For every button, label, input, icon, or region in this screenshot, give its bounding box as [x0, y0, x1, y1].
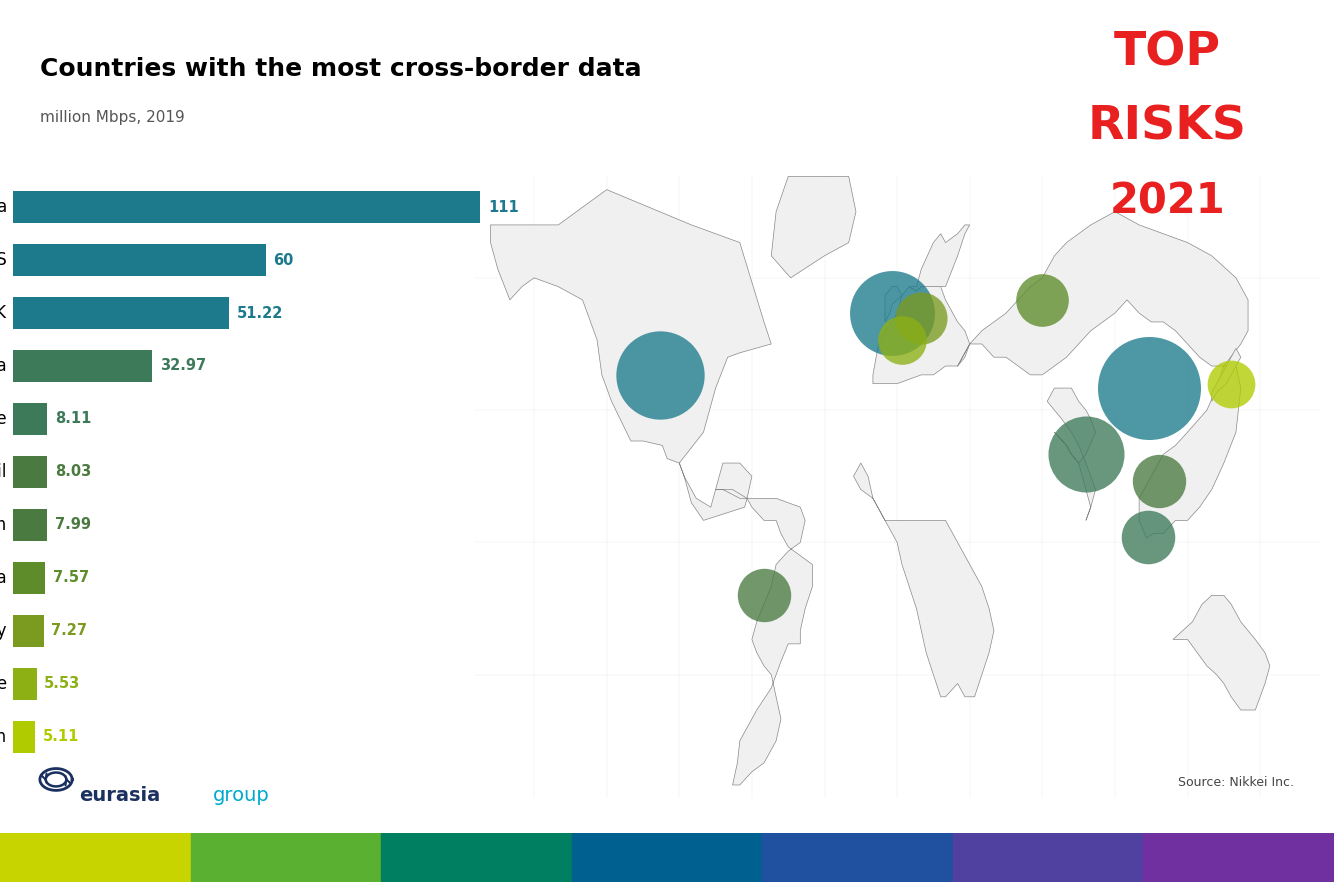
Point: [882, 306, 903, 320]
Text: Countries with the most cross-border data: Countries with the most cross-border dat…: [40, 57, 642, 81]
Text: RISKS: RISKS: [1087, 104, 1247, 149]
Text: Germany: Germany: [0, 622, 7, 639]
Polygon shape: [884, 287, 902, 322]
Bar: [13, 668, 36, 699]
Text: France: France: [0, 675, 7, 692]
Text: US: US: [0, 251, 7, 269]
Bar: [382, 833, 572, 882]
Text: 7.57: 7.57: [53, 571, 89, 586]
Point: [911, 310, 932, 325]
Polygon shape: [910, 225, 970, 291]
Polygon shape: [1211, 348, 1241, 401]
Text: Japan: Japan: [0, 728, 7, 745]
Point: [650, 368, 671, 382]
Text: 5.11: 5.11: [43, 729, 79, 744]
Text: Russia: Russia: [0, 569, 7, 587]
Text: Singapore: Singapore: [0, 410, 7, 428]
Text: Vietnam: Vietnam: [0, 516, 7, 534]
Bar: [13, 403, 48, 435]
Text: 5.53: 5.53: [44, 676, 80, 691]
Point: [1031, 293, 1053, 307]
Polygon shape: [872, 287, 970, 384]
Bar: [0, 833, 191, 882]
Bar: [13, 297, 229, 329]
Text: 51.22: 51.22: [236, 305, 283, 320]
Text: TOP: TOP: [1114, 31, 1221, 76]
Point: [1138, 529, 1159, 543]
Polygon shape: [958, 212, 1249, 538]
Point: [1221, 377, 1242, 391]
Bar: [191, 833, 382, 882]
Bar: [13, 562, 45, 594]
Text: 7.27: 7.27: [52, 624, 88, 639]
Text: Brazil: Brazil: [0, 463, 7, 481]
Bar: [1143, 833, 1334, 882]
Bar: [13, 509, 47, 541]
Point: [1075, 447, 1097, 461]
Text: 8.11: 8.11: [55, 411, 92, 426]
Text: million Mbps, 2019: million Mbps, 2019: [40, 110, 185, 125]
Text: 111: 111: [488, 199, 519, 214]
Text: 60: 60: [273, 252, 293, 267]
Point: [1147, 474, 1169, 488]
Text: group: group: [213, 786, 269, 805]
Text: 7.99: 7.99: [55, 518, 91, 533]
Text: 8.03: 8.03: [55, 464, 91, 480]
Polygon shape: [854, 463, 994, 697]
Polygon shape: [1047, 388, 1095, 520]
Bar: [13, 191, 480, 223]
Text: India: India: [0, 357, 7, 375]
Bar: [572, 833, 762, 882]
Polygon shape: [491, 190, 771, 520]
Bar: [13, 350, 152, 382]
Text: UK: UK: [0, 304, 7, 322]
Bar: [952, 833, 1143, 882]
Polygon shape: [715, 490, 812, 785]
Text: 2021: 2021: [1110, 181, 1225, 223]
Point: [1138, 381, 1159, 395]
Bar: [13, 615, 44, 647]
Text: China: China: [0, 198, 7, 216]
Text: Source: Nikkei Inc.: Source: Nikkei Inc.: [1178, 776, 1294, 789]
Bar: [13, 244, 265, 276]
Polygon shape: [771, 176, 856, 278]
Point: [754, 588, 775, 602]
Bar: [13, 456, 47, 488]
Polygon shape: [1173, 595, 1270, 710]
Bar: [762, 833, 952, 882]
Point: [891, 333, 912, 347]
Bar: [13, 721, 35, 752]
Text: eurasia: eurasia: [80, 786, 161, 805]
Text: 32.97: 32.97: [160, 358, 205, 373]
